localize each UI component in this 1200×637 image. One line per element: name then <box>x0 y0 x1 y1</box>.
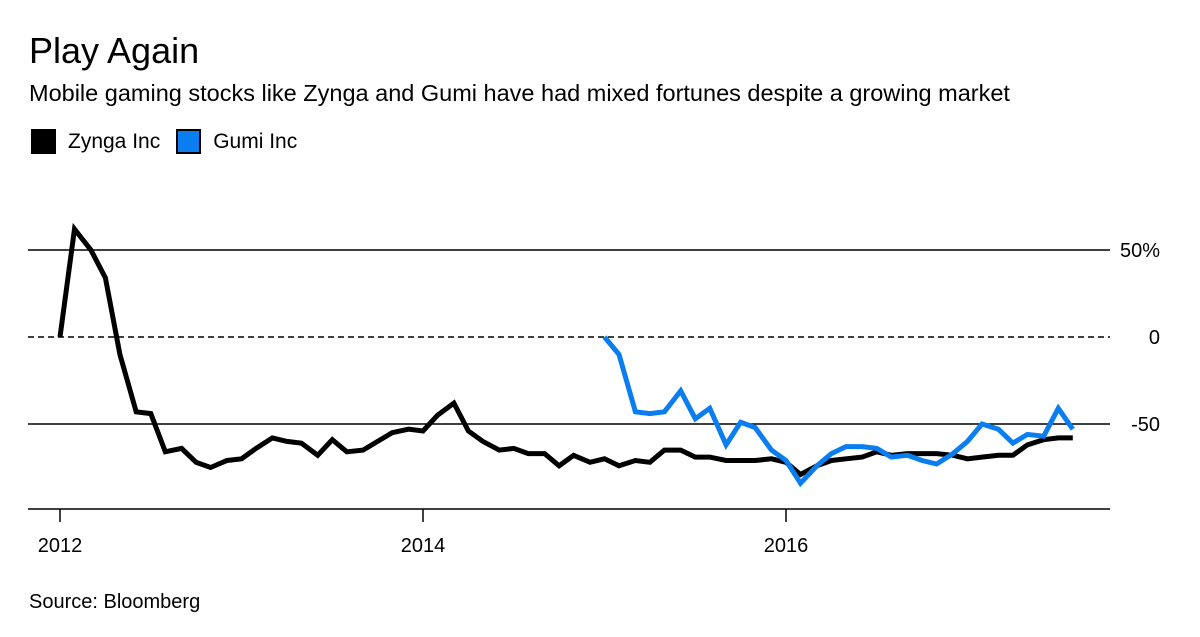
legend-label-zynga: Zynga Inc <box>68 129 161 153</box>
x-tick-label: 2016 <box>764 535 809 557</box>
legend-item-gumi: Gumi Inc <box>176 129 297 154</box>
source-note: Source: Bloomberg <box>29 591 201 613</box>
legend-label-gumi: Gumi Inc <box>213 129 298 153</box>
chart-subtitle: Mobile gaming stocks like Zynga and Gumi… <box>29 80 1010 106</box>
series-line-gumi-inc <box>602 335 1075 488</box>
legend-swatch-zynga <box>31 129 56 154</box>
legend-item-zynga: Zynga Inc <box>31 129 160 154</box>
chart-title: Play Again <box>29 30 200 71</box>
x-tick-label: 2014 <box>401 535 446 557</box>
legend-swatch-gumi <box>176 129 202 154</box>
series-line-zynga-inc <box>57 222 1073 478</box>
y-tick-label: 50% <box>1120 240 1160 262</box>
legend: Zynga Inc Gumi Inc <box>31 129 313 154</box>
y-tick-label: 0 <box>1149 327 1160 349</box>
x-tick-label: 2012 <box>38 535 83 557</box>
y-tick-label: -50 <box>1131 414 1160 436</box>
